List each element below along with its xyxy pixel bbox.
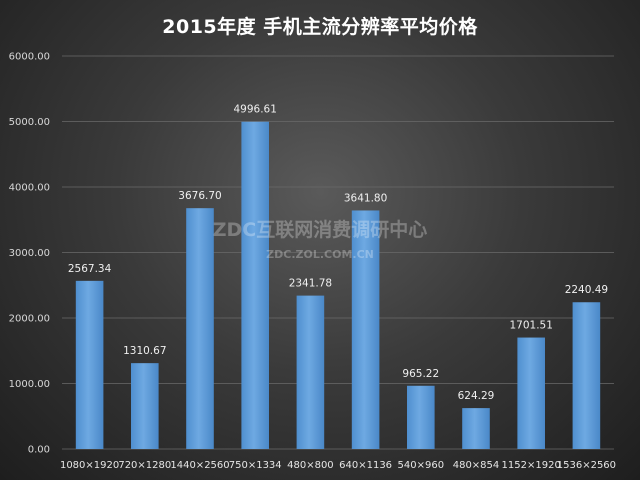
watermark-main: ZDC互联网消费调研中心 [213,218,428,241]
y-tick-label: 5000.00 [9,117,50,128]
x-category-label: 480×800 [287,460,334,471]
y-tick-label: 0.00 [28,445,50,456]
data-label: 2567.34 [68,263,112,275]
x-category-label: 1440×2560 [170,460,229,471]
data-label-layer: 2567.34 1310.67 3676.70 4996.61 2341.78 3641.… [68,104,608,402]
bar [186,208,214,449]
x-category-label: 1536×2560 [557,460,616,471]
bar [462,408,490,449]
data-label: 2341.78 [289,278,332,290]
x-category-label: 540×960 [398,460,445,471]
chart-title: 2015年度 手机主流分辨率平均价格 [162,16,478,38]
y-tick-label: 2000.00 [9,314,50,325]
bar [296,295,325,449]
bar [351,210,380,449]
data-label: 4996.61 [233,104,276,116]
bar-layer [75,121,601,449]
watermark-sub: ZDC.ZOL.COM.CN [266,248,374,261]
bar [75,280,104,449]
y-tick-label: 1000.00 [9,379,50,390]
bar [407,385,435,449]
data-label: 1310.67 [123,345,166,357]
data-label: 3641.80 [344,192,387,204]
x-category-label: 640×1136 [339,460,392,471]
y-tick-label: 3000.00 [9,248,50,259]
y-tick-label: 6000.00 [9,52,50,63]
bar [572,302,601,449]
bar [131,363,159,449]
bar [517,337,545,449]
data-label: 965.22 [402,368,439,380]
x-axis-categories: 1080×1920 720×1280 1440×2560 750×1334 480×80… [60,460,616,471]
data-label: 3676.70 [178,190,221,202]
watermark: ZDC互联网消费调研中心 ZDC.ZOL.COM.CN [213,218,428,261]
data-label: 1701.51 [509,320,552,332]
y-tick-label: 4000.00 [9,183,50,194]
bar [241,121,269,449]
x-category-label: 1152×1920 [502,460,561,471]
y-axis-ticks: 0.00 1000.00 2000.00 3000.00 4000.00 5000.00 6… [9,52,50,456]
data-label: 2240.49 [565,284,608,296]
x-category-label: 480×854 [453,460,500,471]
x-category-label: 750×1334 [229,460,282,471]
x-category-label: 720×1280 [118,460,171,471]
x-category-label: 1080×1920 [60,460,119,471]
data-label: 624.29 [458,390,495,402]
